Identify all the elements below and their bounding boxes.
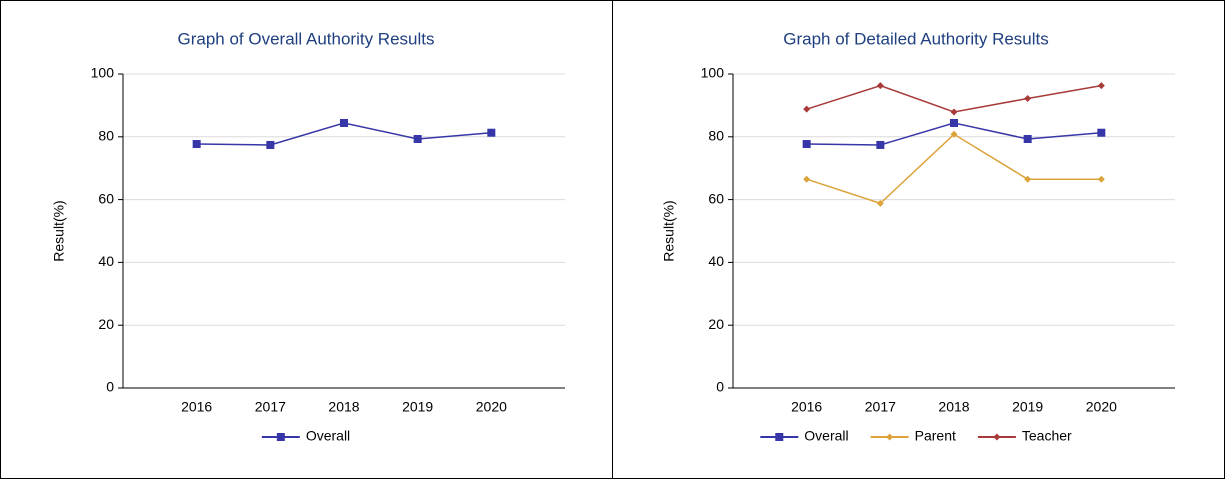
y-tick-label: 20: [98, 316, 114, 332]
y-tick-label: 40: [708, 253, 724, 269]
x-tick-label: 2018: [938, 399, 969, 415]
marker: [803, 105, 811, 113]
marker: [1097, 82, 1105, 90]
chart-title: Graph of Detailed Authority Results: [783, 29, 1049, 48]
marker: [950, 108, 958, 116]
marker: [276, 433, 285, 441]
x-tick-label: 2019: [402, 399, 433, 415]
y-tick-label: 20: [708, 316, 724, 332]
x-tick-label: 2019: [1012, 399, 1043, 415]
marker: [487, 128, 496, 137]
y-tick-label: 40: [98, 253, 114, 269]
x-tick-label: 2016: [791, 399, 822, 415]
y-tick-label: 0: [106, 379, 114, 395]
marker: [340, 118, 348, 127]
y-tick-label: 0: [716, 379, 724, 395]
marker: [876, 82, 884, 90]
marker: [1024, 94, 1032, 102]
y-tick-label: 80: [98, 128, 114, 144]
marker: [950, 130, 958, 138]
y-tick-label: 100: [701, 65, 725, 81]
marker: [802, 140, 811, 149]
legend: Overall Parent Teacher: [760, 428, 1072, 444]
y-tick-label: 80: [708, 128, 724, 144]
marker: [775, 433, 784, 441]
marker: [993, 433, 1001, 441]
y-tick-label: 60: [98, 190, 114, 206]
marker: [876, 199, 884, 207]
marker: [413, 134, 422, 143]
x-tick-label: 2017: [255, 399, 286, 415]
x-tick-label: 2016: [181, 399, 212, 415]
x-tick-label: 2020: [1086, 399, 1117, 415]
x-tick-label: 2017: [865, 399, 896, 415]
marker: [1024, 175, 1032, 183]
y-tick-label: 100: [91, 65, 115, 81]
legend-label: Overall: [804, 428, 848, 444]
x-tick-label: 2018: [328, 399, 359, 415]
marker: [1023, 134, 1032, 143]
legend-label: Teacher: [1022, 428, 1072, 444]
series-line: [806, 84, 1102, 113]
marker: [266, 140, 275, 149]
legend-label: Parent: [915, 428, 956, 444]
y-axis-label: Result(%): [661, 200, 677, 261]
y-axis-label: Result(%): [51, 200, 67, 261]
marker: [192, 140, 201, 149]
y-tick-label: 60: [708, 190, 724, 206]
marker: [1097, 128, 1106, 137]
chart-title: Graph of Overall Authority Results: [177, 29, 434, 48]
marker: [950, 118, 958, 127]
marker: [876, 140, 885, 149]
x-tick-label: 2020: [476, 399, 507, 415]
marker: [1097, 175, 1105, 183]
marker: [886, 433, 894, 441]
marker: [803, 175, 811, 183]
legend-label: Overall: [306, 428, 350, 444]
legend: Overall: [261, 428, 350, 444]
